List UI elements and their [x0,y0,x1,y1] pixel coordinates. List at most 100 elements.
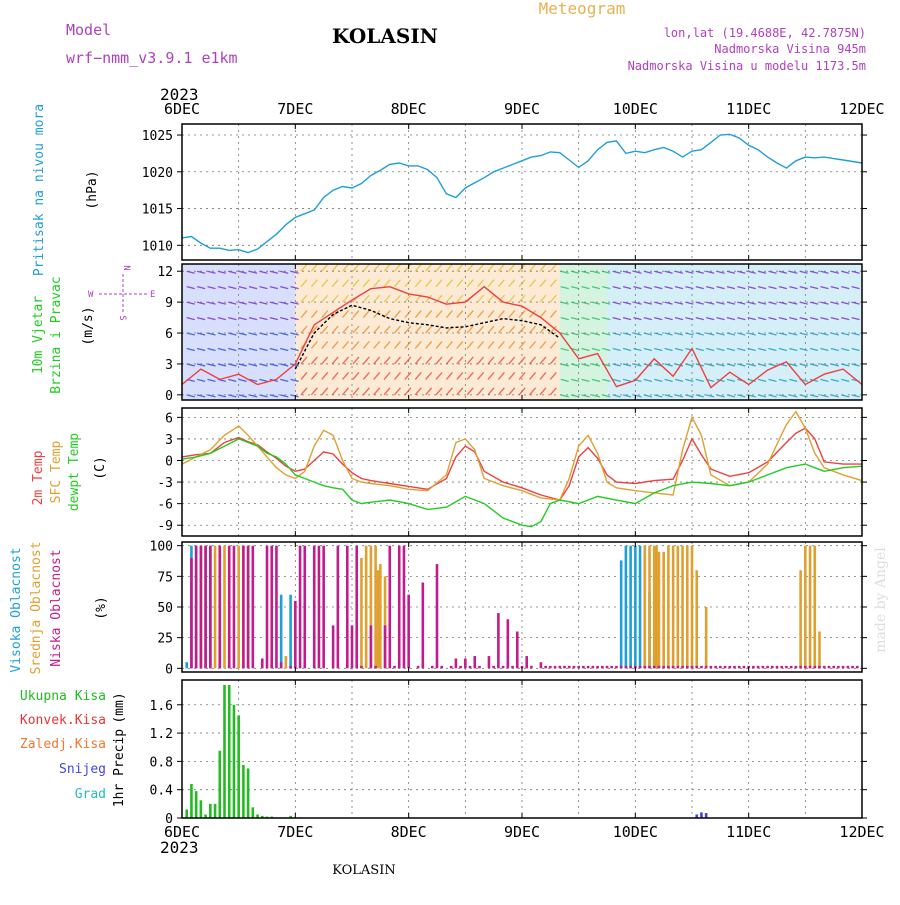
Niska-bar [714,665,717,669]
wind-barb [196,270,206,274]
wind-barb [809,394,819,398]
Srednja-bar [667,545,670,669]
wind-barb [768,332,777,336]
wind-barb [300,310,308,318]
Srednja-bar [813,545,817,669]
temp2m-ylabel: 2m Temp [31,450,46,505]
wind-barb [508,310,516,318]
Srednja-bar [360,557,363,669]
wind-barb [622,286,632,290]
wind-barb [591,332,601,336]
wind-barb [539,387,547,396]
Niska-bar [742,665,746,669]
Niska-bar [312,545,316,669]
wind-barb [633,332,642,336]
wind-barb [664,394,673,398]
wind-barb [445,263,453,272]
wind-barb [778,301,788,305]
wind-barb [706,347,715,352]
wind-barb [487,341,495,349]
model-name: wrf−nmm_v3.9.1 e1km [66,49,238,67]
wind-barb [435,263,443,272]
wind-barb [425,341,433,349]
wind-barb [331,294,339,303]
wind-barb [529,279,537,288]
wind-barb [851,347,860,352]
Srednja-bar [676,545,680,669]
wind-barb [248,286,258,290]
wind-barb [352,263,360,272]
wind-barb [456,341,464,349]
wind-barb [425,263,433,272]
x-tick-label-bottom: 6DEC [164,823,200,841]
wind-barb [768,394,777,398]
wind-barb [404,263,412,272]
wind-barb [664,347,673,352]
wind-barb [789,363,798,367]
wind-barb [414,325,422,334]
Niska-bar [832,665,835,669]
wind-barb [830,332,839,336]
Niska-bar [662,665,665,669]
wind-barb [581,378,590,383]
wind-barb [508,356,516,365]
wind-barb [695,316,704,321]
wind-barb [820,316,829,321]
wind-barb [591,378,601,383]
Niska-bar [393,665,396,669]
wind-barb [560,270,569,274]
model-elevation-text: Nadmorska Visina u modelu 1173.5m [628,59,866,73]
Niska-bar [553,665,557,669]
wind-barb [362,371,370,380]
Niska-bar [671,665,675,669]
wind-barb [706,270,715,274]
wind-barb [591,316,601,321]
wind-barb [383,279,391,288]
Niska-bar [629,665,632,669]
wind-barb [414,387,422,396]
wind-barb [654,394,663,398]
wind-barb [778,270,788,274]
mid-cloud-ylabel: Srednja Oblacnost [29,541,44,674]
Ukupna Kisa-bar [256,814,259,818]
wind-barb [487,387,495,396]
Niska-bar [752,665,755,669]
wind-barb [217,316,227,321]
wind-barb [622,332,632,336]
wind-barb [300,371,308,380]
wind-barb [726,286,736,290]
wind-barb [404,294,412,303]
wind-barb [207,332,216,336]
wind-barb [445,341,453,349]
wind-barb [373,325,381,334]
wind-barb [352,387,360,396]
dewpt-ylabel: dewpt Temp [67,433,82,511]
wind-barb [342,279,350,288]
wind-barb [549,294,557,303]
wind-barb [248,347,258,352]
wind-barb [362,279,370,288]
wind-barb [186,286,195,290]
wind-barb [352,279,360,288]
wind-barb [362,325,370,334]
wind-barb [196,316,206,321]
pressure-line-0 [181,133,863,254]
wind-barb [809,270,819,274]
x-tick-label-top: 6DEC [164,100,200,118]
wind-barb [466,356,474,365]
wind-barb [737,316,746,321]
wind-barb [529,356,537,365]
Srednja-bar [374,545,377,669]
wind-barb [445,294,453,303]
Srednja-bar [695,570,699,669]
Niska-bar [397,545,401,669]
Niska-bar [275,545,278,669]
wind-barb [477,294,485,303]
wind-barb [373,263,381,272]
wind-barb [196,394,206,398]
wind-barb [529,325,537,334]
wind-barb [269,270,278,274]
y-tick-label: 6 [165,411,173,426]
wind-barb [654,286,663,290]
